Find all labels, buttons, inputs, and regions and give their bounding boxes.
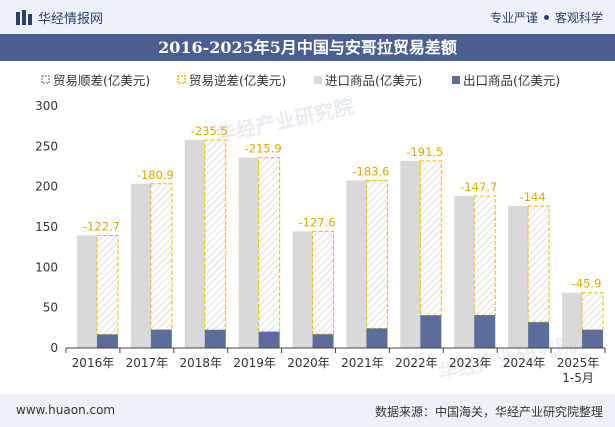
export-bar [312,334,334,348]
y-tick-label: 250 [35,139,58,153]
deficit-data-label: -144 [520,190,546,204]
x-tick-label: 2022年 [395,356,438,370]
legend-label-surplus: 贸易顺差(亿美元) [53,73,150,88]
footer-banner: www.huaon.com 数据来源：中国海关，华经产业研究院整理 [0,394,615,427]
x-tick-label: 2021年 [341,356,384,370]
x-tick-label: 2024年 [503,356,546,370]
import-bar [184,139,206,348]
export-bar [528,322,550,348]
import-bar [238,157,260,348]
tagline-left: 专业严谨 [489,11,538,25]
y-tick-label: 150 [35,220,58,234]
export-bar [258,331,280,348]
import-bar [400,160,422,348]
x-tick-label: 2020年 [287,356,330,370]
legend-label-deficit: 贸易逆差(亿美元) [189,73,286,88]
legend-label-import: 进口商品(亿美元) [325,73,422,88]
x-tick-label: 2019年 [233,356,276,370]
x-tick-label: 2023年 [449,356,492,370]
deficit-data-label: -45.9 [572,277,602,291]
deficit-bar [258,157,281,333]
y-tick-label: 50 [43,301,58,315]
deficit-bar [204,139,227,331]
brand: 华经情报网 [16,8,103,27]
export-bar [420,315,442,348]
x-tick-label: 2018年 [179,356,222,370]
footer-source: 数据来源：中国海关，华经产业研究院整理 [374,405,603,419]
import-bar [76,235,98,348]
legend-swatch-surplus [41,75,50,84]
import-bar [292,231,314,348]
deficit-bar [473,195,496,316]
deficit-data-label: -215.9 [245,142,282,156]
legend-swatch-export [452,76,460,84]
deficit-data-label: -180.9 [137,168,174,182]
deficit-bar [527,205,550,323]
footer-url: www.huaon.com [16,403,116,417]
watermark: 华经产业研究院 [214,94,356,147]
import-bar [454,195,476,348]
y-tick-label: 200 [35,180,58,194]
separator-dot-icon [543,15,549,20]
chart-title: 2016-2025年5月中国与安哥拉贸易差额 [0,34,615,61]
deficit-data-label: -183.6 [352,164,389,178]
import-bar [562,292,584,348]
deficit-data-label: -147.7 [460,180,497,194]
export-bar [474,315,496,348]
x-tick-label: 2025年 [557,356,600,370]
brand-name: 华经情报网 [38,12,104,27]
deficit-bar [312,230,335,335]
deficit-bar [365,179,388,329]
deficit-bar [150,183,173,331]
y-tick-label: 300 [35,99,58,113]
deficit-data-label: -127.6 [299,215,336,229]
tagline-right: 客观科学 [554,11,603,25]
legend-swatch-import [314,76,322,84]
deficit-data-label: -122.7 [83,219,120,233]
deficit-bar [419,160,442,316]
deficit-bar [96,234,119,335]
export-bar [150,329,172,348]
deficit-data-label: -191.5 [406,145,443,159]
import-bar [346,180,368,348]
legend-label-export: 出口商品(亿美元) [463,73,560,88]
top-banner: 华经情报网 专业严谨 客观科学 [0,0,615,34]
deficit-data-label: -235.5 [191,124,228,138]
import-bar [130,183,152,348]
export-bar [204,329,226,348]
export-bar [582,329,604,348]
x-tick-label: 2016年 [72,356,115,370]
export-bar [96,334,118,348]
deficit-bar [581,292,604,331]
import-bar [508,206,530,348]
y-tick-label: 100 [35,260,58,274]
tagline: 专业严谨 客观科学 [490,9,603,26]
brand-logo-icon [16,10,32,25]
x-tick-label: 2017年 [126,356,169,370]
x-tick-label: 1-5月 [562,371,594,385]
y-tick-label: 0 [50,341,58,355]
legend-swatch-deficit [177,75,186,84]
export-bar [366,328,388,348]
